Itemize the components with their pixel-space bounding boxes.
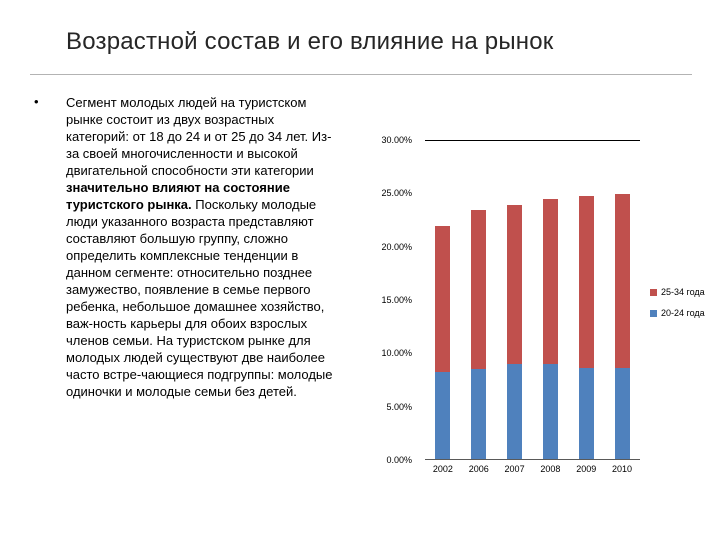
bar-segment-25-34 года[interactable] (614, 194, 630, 368)
bullet-text: Сегмент молодых людей на туристском рынк… (66, 94, 334, 400)
x-axis-label: 2010 (612, 464, 633, 474)
y-axis-tick-label: 20.00% (381, 241, 412, 252)
slide-title: Возрастной состав и его влияние на рынок (66, 28, 554, 55)
bar-segment-25-34 года[interactable] (542, 199, 558, 364)
y-axis: 30.00% 25.00% 20.00% 15.00% 10.00% 5.00% 0.00% (352, 135, 418, 465)
chart-legend: 25-34 года 20-24 года (650, 287, 705, 318)
bar-segment-20-24 года[interactable] (578, 367, 594, 459)
x-axis-label: 2007 (504, 464, 525, 474)
bullet-item: • Сегмент молодых людей на туристском ры… (34, 94, 339, 400)
legend-label: 20-24 года (661, 308, 705, 318)
bullet-text-normal-2: Поскольку молодые люди указанного возрас… (66, 197, 333, 399)
stacked-bar-2010[interactable] (614, 141, 630, 459)
bar-segment-25-34 года[interactable] (471, 209, 487, 369)
x-axis-label: 2009 (576, 464, 597, 474)
y-axis-tick-label: 15.00% (381, 295, 412, 305)
stacked-bar-2009[interactable] (578, 141, 594, 459)
legend-swatch (650, 288, 657, 296)
plot-area (425, 140, 640, 460)
bar-segment-25-34 года[interactable] (435, 225, 451, 373)
bar-segment-25-34 года[interactable] (578, 196, 594, 368)
stacked-bar-2007[interactable] (507, 141, 523, 459)
stacked-bar-2008[interactable] (542, 141, 558, 459)
legend-item: 20-24 года (650, 308, 705, 318)
x-axis-label: 2008 (540, 464, 561, 474)
legend-item: 25-34 года (650, 287, 705, 297)
x-axis-label: 2006 (468, 464, 489, 474)
bullet-marker: • (34, 94, 39, 109)
x-axis: 2002 2006 2007 2008 2009 2010 (425, 464, 640, 474)
bar-segment-25-34 года[interactable] (507, 204, 523, 364)
y-axis-tick-label: 30.00% (381, 135, 412, 145)
stacked-bar-2002[interactable] (435, 141, 451, 459)
legend-label: 25-34 года (661, 287, 705, 297)
y-axis-tick-label: 5.00% (386, 401, 412, 412)
bullet-text-normal: Сегмент молодых людей на туристском рынк… (66, 95, 332, 178)
y-axis-tick-label: 0.00% (386, 455, 412, 465)
bar-segment-20-24 года[interactable] (542, 363, 558, 459)
bar-segment-20-24 года[interactable] (471, 368, 487, 459)
bar-segment-20-24 года[interactable] (614, 367, 630, 459)
bar-segment-20-24 года[interactable] (435, 372, 451, 459)
stacked-bar-2006[interactable] (471, 141, 487, 459)
title-divider (30, 74, 692, 75)
x-axis-label: 2002 (432, 464, 453, 474)
bullet-text-bold: значительно влияют на состояние туристск… (66, 180, 290, 212)
y-axis-tick-label: 25.00% (381, 188, 412, 199)
legend-swatch (650, 309, 657, 317)
bar-segment-20-24 года[interactable] (507, 363, 523, 459)
stacked-bar-chart: 30.00% 25.00% 20.00% 15.00% 10.00% 5.00% 0.00%… (340, 110, 715, 490)
y-axis-tick-label: 10.00% (381, 348, 412, 359)
